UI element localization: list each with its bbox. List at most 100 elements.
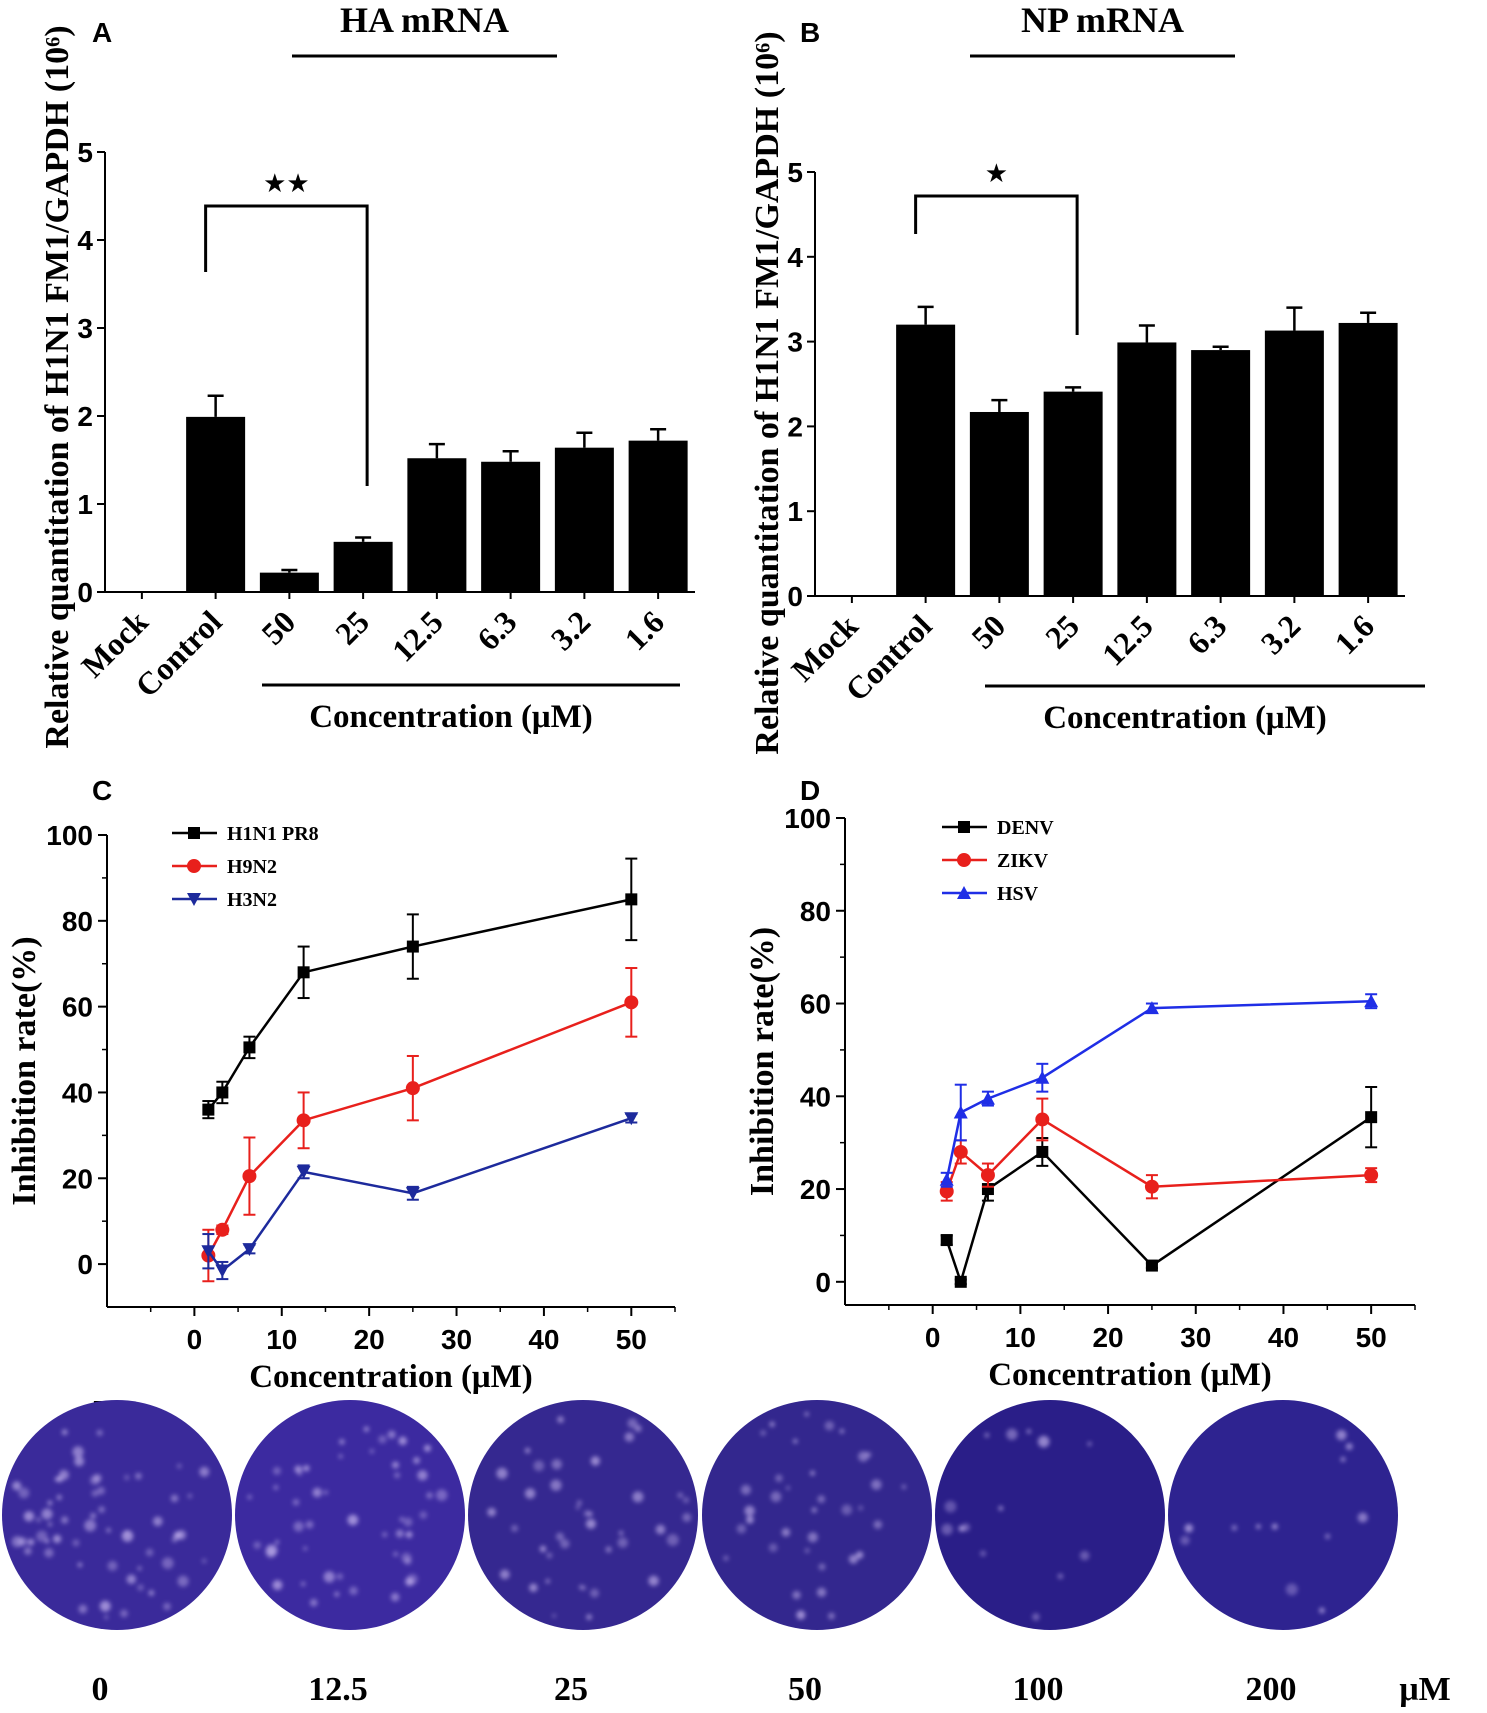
x-tick-label: 50: [1356, 1322, 1387, 1353]
plaque: [152, 1516, 163, 1527]
significance-bracket: [914, 194, 1079, 335]
y-tick-label: 0: [77, 577, 93, 608]
bar: [333, 541, 393, 592]
plaque: [941, 1523, 953, 1536]
data-point: [1364, 994, 1379, 1008]
plate-label: 12.5: [308, 1671, 368, 1708]
plaque: [405, 1531, 413, 1538]
plaque: [1336, 1429, 1347, 1441]
plaque: [1324, 1533, 1331, 1539]
y-tick-label: 2: [77, 401, 93, 432]
plaque: [1255, 1524, 1261, 1530]
plaque: [632, 1491, 644, 1503]
plaque: [11, 1536, 23, 1548]
category-label: 50: [254, 603, 302, 651]
y-tick-label: 4: [77, 225, 93, 256]
legend-label: H9N2: [227, 856, 277, 878]
plate-well: [2, 1400, 232, 1630]
plaque: [1079, 1550, 1090, 1561]
plaque: [1006, 1428, 1018, 1440]
x-tick-label: 10: [266, 1324, 297, 1355]
plaque: [855, 1551, 864, 1559]
category-label: 6.3: [470, 603, 524, 657]
plaque: [401, 1552, 412, 1563]
y-tick-label: 2: [787, 411, 803, 442]
x-axis-label: Concentration (μM): [249, 1359, 533, 1395]
data-point: [957, 853, 971, 867]
plate: 0: [2, 1400, 232, 1708]
plaque: [524, 1447, 531, 1454]
plaque: [382, 1531, 388, 1538]
y-tick-label: 20: [800, 1174, 831, 1205]
plaque: [272, 1580, 283, 1591]
bar: [1264, 330, 1324, 596]
plaque: [275, 1540, 280, 1545]
plaque: [487, 1507, 496, 1517]
data-point: [243, 1041, 256, 1054]
plaque: [273, 1485, 279, 1491]
plate: 50: [702, 1400, 932, 1708]
plaque: [58, 1469, 69, 1480]
plaque: [590, 1588, 599, 1598]
data-point: [939, 1172, 954, 1186]
plaque: [24, 1547, 32, 1555]
y-tick-label: 5: [77, 137, 93, 168]
plaque: [394, 1472, 401, 1479]
plaque: [1345, 1443, 1353, 1451]
plaque: [634, 1424, 642, 1433]
plaque: [338, 1454, 343, 1459]
plaque: [785, 1485, 791, 1491]
plaque: [617, 1537, 628, 1548]
plaque: [961, 1523, 970, 1532]
plaque: [124, 1530, 130, 1536]
plate-well: [468, 1400, 698, 1630]
plaque: [338, 1438, 345, 1445]
plate-well: [235, 1400, 465, 1630]
plaque: [419, 1511, 428, 1519]
category-label: 3.2: [544, 603, 598, 657]
plaque: [529, 1583, 538, 1592]
plaque: [303, 1465, 310, 1472]
category-label: 6.3: [1180, 607, 1234, 661]
plaque-assay-plates: 0 12.5 25 50 100 200 μM: [2, 1400, 1451, 1708]
plaque: [1087, 1441, 1092, 1446]
plaque: [47, 1500, 53, 1506]
plaque: [1357, 1512, 1368, 1523]
y-tick-label: 4: [787, 242, 803, 273]
plaque: [545, 1578, 551, 1584]
plaque: [163, 1602, 171, 1611]
plaque: [199, 1466, 210, 1477]
y-tick-label: 1: [77, 489, 93, 520]
plaque: [135, 1472, 142, 1480]
plaque: [187, 1493, 193, 1499]
bar: [1191, 350, 1251, 596]
y-tick-label: 40: [800, 1081, 831, 1112]
plaque: [1271, 1523, 1278, 1530]
plaque: [104, 1615, 109, 1620]
plaque: [78, 1604, 88, 1614]
plaque: [47, 1522, 53, 1527]
plaque: [312, 1487, 322, 1498]
plaque: [575, 1505, 580, 1510]
plaque: [1180, 1535, 1190, 1545]
plate: 25: [468, 1400, 698, 1708]
plaque: [403, 1517, 413, 1527]
bar: [1338, 322, 1398, 596]
plaque: [36, 1530, 48, 1542]
y-tick-label: 100: [784, 803, 831, 834]
plaque: [524, 1488, 536, 1499]
plaque: [363, 1426, 370, 1432]
bar: [554, 447, 614, 592]
plaque: [74, 1456, 85, 1467]
data-point: [953, 1144, 968, 1159]
plaque: [323, 1571, 335, 1583]
plaque: [61, 1516, 69, 1524]
data-point: [1035, 1070, 1050, 1084]
plaque: [588, 1511, 593, 1517]
data-point: [215, 1264, 230, 1278]
data-point: [1144, 1001, 1159, 1015]
plaque: [161, 1557, 174, 1569]
plaque: [811, 1507, 818, 1513]
plaque: [590, 1456, 601, 1466]
plaque: [177, 1575, 189, 1587]
